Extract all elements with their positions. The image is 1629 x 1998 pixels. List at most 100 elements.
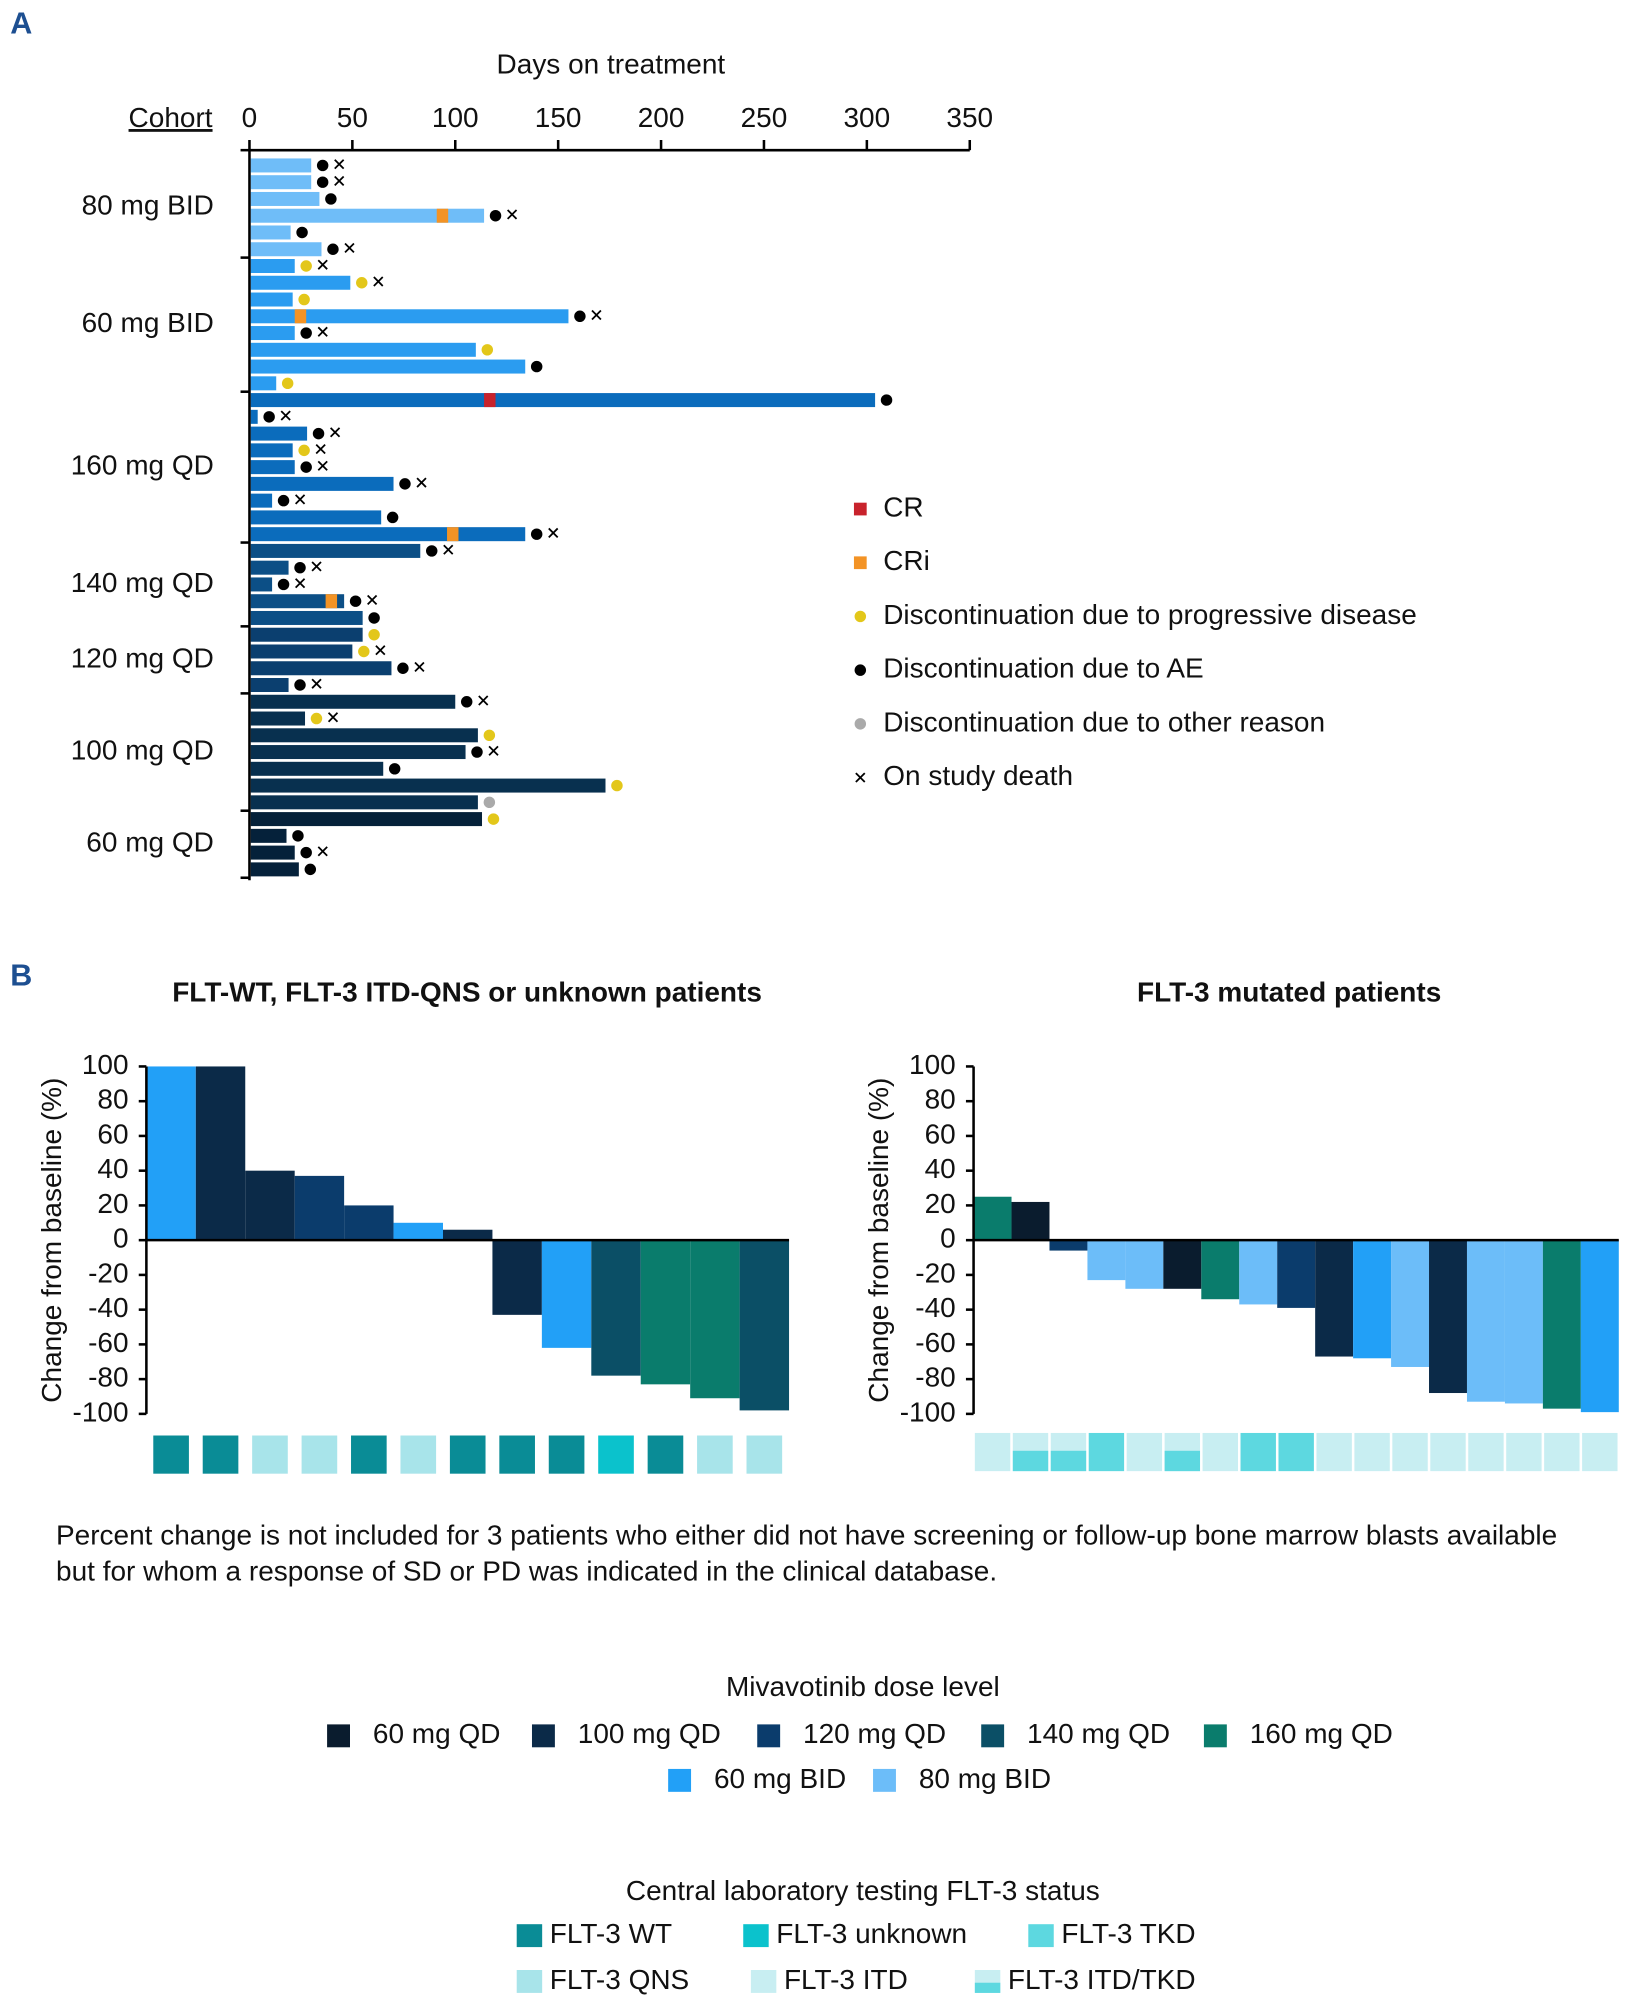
y-tick-label: -20 xyxy=(915,1257,955,1288)
status-cell-lower xyxy=(1164,1450,1201,1472)
y-tick-label: 40 xyxy=(925,1153,956,1184)
x-tick-label: 350 xyxy=(946,102,993,133)
legend-label: 60 mg BID xyxy=(714,1763,846,1794)
death-marker xyxy=(548,527,559,538)
bar xyxy=(250,711,306,726)
end-marker xyxy=(310,712,323,725)
bar xyxy=(250,661,392,676)
legend-label: FLT-3 TKD xyxy=(1061,1918,1195,1949)
y-tick-label: 40 xyxy=(97,1153,128,1184)
y-tick-label: -40 xyxy=(88,1292,128,1323)
footnote: Percent change is not included for 3 pat… xyxy=(56,1520,1557,1551)
legend-swatch xyxy=(981,1724,1005,1748)
death-marker xyxy=(334,175,345,187)
bar xyxy=(250,191,320,206)
end-marker xyxy=(426,545,438,557)
legend-marker xyxy=(853,502,867,516)
bar xyxy=(1049,1240,1088,1251)
bar xyxy=(1504,1240,1543,1404)
bar xyxy=(1429,1240,1467,1394)
end-marker xyxy=(300,260,312,272)
bar xyxy=(250,393,876,408)
legend-label: 160 mg QD xyxy=(1250,1718,1393,1749)
end-marker xyxy=(349,595,362,607)
bar xyxy=(250,845,295,860)
legend-swatch xyxy=(531,1724,555,1748)
panel-label: B xyxy=(10,958,32,992)
bar xyxy=(250,862,299,877)
death-marker xyxy=(344,242,355,254)
bar xyxy=(1087,1240,1126,1281)
status-cell xyxy=(1392,1432,1428,1472)
cohort-label: 100 mg QD xyxy=(71,734,214,765)
end-marker xyxy=(530,360,543,373)
legend-title: Central laboratory testing FLT-3 status xyxy=(626,1875,1100,1906)
response-marker xyxy=(436,208,449,223)
y-tick-label: 20 xyxy=(97,1188,128,1219)
death-marker xyxy=(414,661,425,673)
bar xyxy=(294,1175,345,1241)
y-axis-title: Change from baseline (%) xyxy=(863,1078,894,1403)
bar xyxy=(250,828,287,843)
death-marker xyxy=(317,326,328,337)
end-marker xyxy=(397,662,409,674)
x-tick-label: 250 xyxy=(741,102,788,133)
end-marker xyxy=(300,327,312,339)
bar xyxy=(250,476,394,491)
end-marker xyxy=(460,696,473,708)
legend-swatch xyxy=(327,1724,350,1748)
legend-label: FLT-3 ITD/TKD xyxy=(1008,1964,1196,1995)
bar xyxy=(245,1170,295,1241)
chart-title: FLT-WT, FLT-3 ITD-QNS or unknown patient… xyxy=(172,976,762,1007)
status-cell xyxy=(499,1435,535,1474)
bar xyxy=(250,460,295,475)
bar xyxy=(250,342,476,357)
death-marker xyxy=(591,309,602,321)
response-marker xyxy=(447,527,459,542)
x-tick-label: 300 xyxy=(844,102,891,133)
response-marker xyxy=(294,309,307,324)
end-marker xyxy=(304,863,317,876)
status-cell xyxy=(697,1435,733,1474)
legend-label: FLT-3 ITD xyxy=(784,1964,908,1995)
status-cell-lower xyxy=(1050,1450,1087,1472)
death-marker xyxy=(327,712,339,723)
end-marker xyxy=(312,427,325,440)
bar xyxy=(250,627,363,642)
legend-marker xyxy=(853,556,867,570)
bar xyxy=(541,1240,592,1348)
bar xyxy=(250,594,345,609)
response-marker xyxy=(325,594,338,609)
status-cell xyxy=(400,1435,437,1474)
bar xyxy=(250,778,606,793)
death-marker xyxy=(373,276,384,287)
bar xyxy=(250,644,353,659)
status-cell xyxy=(1202,1432,1238,1472)
death-marker xyxy=(311,678,322,689)
legend-swatch xyxy=(757,1724,781,1748)
bar xyxy=(442,1229,493,1241)
legend-title: Mivavotinib dose level xyxy=(726,1671,1000,1702)
bar xyxy=(250,175,312,190)
bar xyxy=(492,1240,542,1315)
status-cell xyxy=(1506,1432,1542,1472)
x-tick-label: 100 xyxy=(432,102,479,133)
death-marker xyxy=(334,159,345,170)
bar xyxy=(250,309,569,324)
end-marker xyxy=(294,679,306,691)
bar xyxy=(1201,1240,1240,1300)
bar xyxy=(739,1240,790,1411)
bar xyxy=(250,761,384,776)
end-marker xyxy=(471,746,483,758)
response-marker xyxy=(484,393,496,408)
death-marker xyxy=(317,460,328,471)
legend-marker xyxy=(854,664,867,676)
end-marker xyxy=(298,293,310,306)
legend-label: Discontinuation due to AE xyxy=(883,653,1203,684)
cohort-label: 120 mg QD xyxy=(71,642,214,673)
end-marker xyxy=(294,561,306,574)
bar xyxy=(195,1066,246,1241)
end-marker xyxy=(483,796,496,809)
